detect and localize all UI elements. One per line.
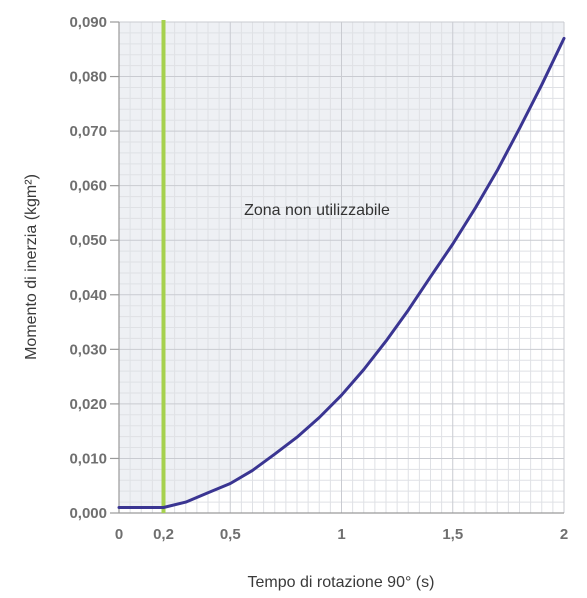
y-tick-label: 0,030 [69,341,107,358]
x-tick-label: 2 [560,526,568,543]
x-tick-label: 1 [337,526,345,543]
y-tick-label: 0,060 [69,178,107,195]
y-tick-label: 0,020 [69,396,107,413]
unusable-zone-label: Zona non utilizzabile [244,202,390,219]
y-tick-label: 0,090 [69,14,107,31]
y-tick-label: 0,080 [69,69,107,86]
y-axis-title: Momento di inerzia (kgm²) [23,174,40,360]
x-axis-title: Tempo di rotazione 90° (s) [248,574,435,591]
series-group [117,36,566,509]
x-tick-label: 0,2 [153,526,174,543]
x-tick-label: 1,5 [442,526,463,543]
x-tick-label: 0,5 [220,526,241,543]
y-tick-label: 0,000 [69,505,107,522]
axes-group [110,21,564,514]
y-tick-label: 0,040 [69,287,107,304]
series-line [117,36,566,509]
tick-labels-group: 0,000 0,010 0,020 0,030 0,040 0,050 0,060 0,070… [69,14,568,543]
y-tick-label: 0,050 [69,232,107,249]
y-tick-label: 0,070 [69,123,107,140]
y-tick-label: 0,010 [69,450,107,467]
x-tick-label: 0 [115,526,123,543]
